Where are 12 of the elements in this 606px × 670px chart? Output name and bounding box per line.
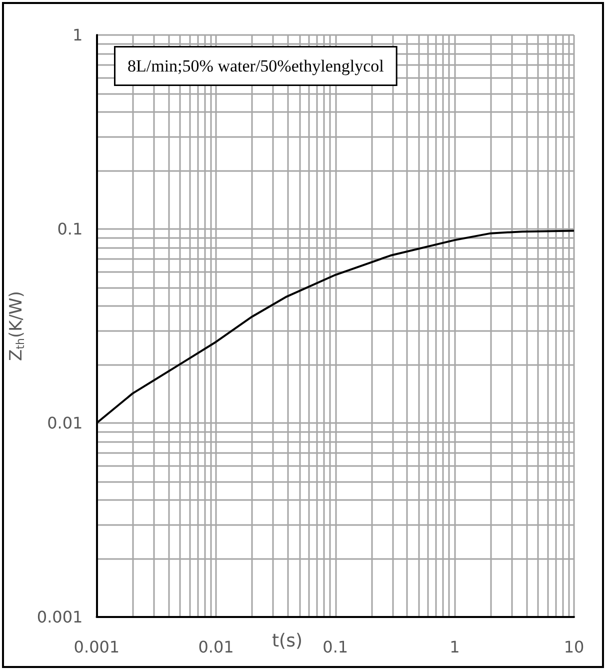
- y-tick-label: 0.001: [36, 608, 83, 626]
- x-tick-label: 1: [450, 638, 460, 656]
- y-tick-label: 0.01: [47, 414, 83, 432]
- x-tick-label: 0.1: [322, 638, 348, 656]
- annotation: 8L/min;50% water/50%ethylenglycol: [128, 56, 384, 76]
- x-tick-label: 0.01: [198, 638, 234, 656]
- x-axis-title: t(s): [272, 630, 302, 652]
- y-axis-title: Zth(K/W): [6, 291, 27, 361]
- x-tick-label: 10: [564, 638, 584, 656]
- y-tick-label: 0.1: [57, 220, 83, 238]
- y-tick-label: 1: [72, 26, 83, 44]
- x-tick-label: 0.001: [74, 638, 120, 656]
